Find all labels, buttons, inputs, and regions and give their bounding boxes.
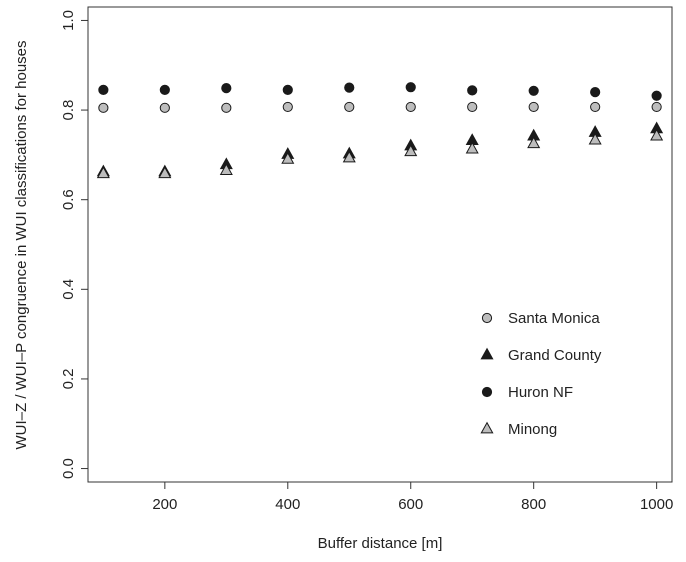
x-tick-label: 800 <box>521 496 546 513</box>
x-tick-label: 400 <box>275 496 300 513</box>
huron-nf-point <box>528 85 539 96</box>
x-tick-label: 1000 <box>640 496 673 513</box>
huron-nf-point <box>221 83 232 94</box>
minong-point <box>465 141 479 154</box>
legend-label-grand-county: Grand County <box>508 347 602 364</box>
santa-monica-point <box>590 101 601 113</box>
y-tick-label: 0.2 <box>60 369 77 390</box>
huron-nf-point <box>344 82 355 93</box>
minong-point <box>404 144 418 157</box>
plot-frame <box>87 6 673 483</box>
x-axis-title: Buffer distance [m] <box>318 535 443 552</box>
legend: Santa Monica Grand County Huron NF Minong <box>480 310 602 438</box>
minong-point <box>281 152 295 164</box>
legend-label-huron-nf: Huron NF <box>508 384 573 401</box>
legend-marker-huron-nf <box>481 386 493 398</box>
minong-point <box>527 136 541 149</box>
santa-monica-point <box>98 102 109 113</box>
y-axis-title: WUI–Z / WUI–P congruence in WUI classifi… <box>13 40 30 449</box>
santa-monica-point <box>651 101 662 113</box>
santa-monica-point <box>344 101 355 113</box>
huron-nf-point <box>467 85 478 96</box>
minong-point <box>588 132 602 145</box>
huron-nf-point <box>282 84 293 96</box>
minong-point <box>342 150 356 163</box>
legend-marker-santa-monica <box>481 312 493 324</box>
y-tick-label: 1.0 <box>60 10 77 31</box>
santa-monica-point <box>528 101 539 113</box>
legend-label-santa-monica: Santa Monica <box>508 310 600 327</box>
x-tick-label: 200 <box>152 496 177 513</box>
legend-marker-grand-county <box>480 347 494 360</box>
legend-marker-minong <box>480 421 494 434</box>
y-tick-label: 0.0 <box>60 458 77 479</box>
minong-point <box>219 163 233 175</box>
huron-nf-point <box>405 82 416 93</box>
minong-point <box>650 128 664 141</box>
minong-point <box>158 166 172 179</box>
legend-label-minong: Minong <box>508 421 557 438</box>
y-axis: 0.0 0.2 0.4 0.6 0.8 1.0 <box>60 10 88 479</box>
y-tick-label: 0.4 <box>60 279 77 300</box>
x-axis: 200 400 600 800 1000 <box>152 482 673 513</box>
minong-point <box>96 166 110 179</box>
santa-monica-point <box>159 102 170 113</box>
santa-monica-point <box>282 101 293 113</box>
huron-nf-point <box>590 87 601 98</box>
data-points <box>96 82 664 179</box>
santa-monica-point <box>221 102 232 113</box>
santa-monica-point <box>467 101 478 113</box>
y-tick-label: 0.8 <box>60 100 77 121</box>
huron-nf-point <box>651 90 662 101</box>
x-tick-label: 600 <box>398 496 423 513</box>
santa-monica-point <box>405 101 416 113</box>
huron-nf-point <box>98 84 109 96</box>
y-tick-label: 0.6 <box>60 189 77 210</box>
huron-nf-point <box>159 84 170 96</box>
